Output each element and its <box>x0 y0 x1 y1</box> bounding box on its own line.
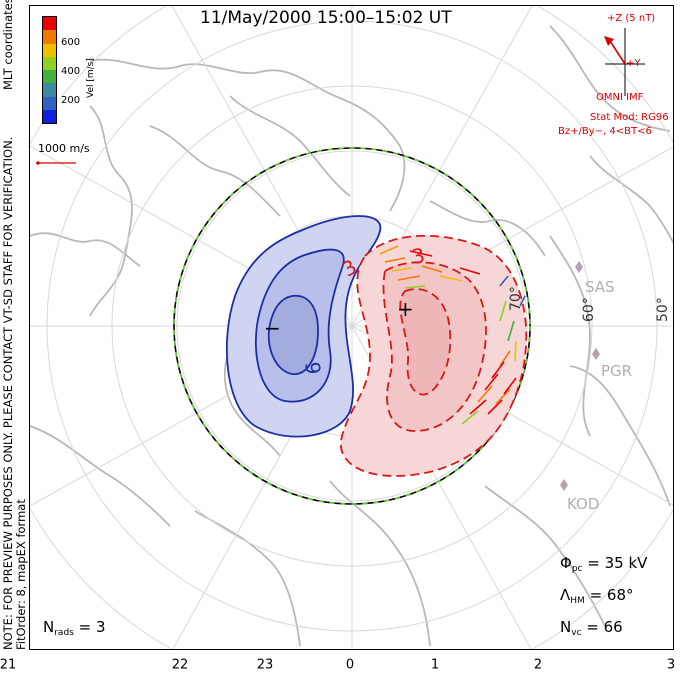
contour-label-neg: 6 <box>300 360 326 376</box>
colorbar-segment <box>43 30 56 44</box>
map-frame: 600 400 200 Vel [m/s] 1000 m/s +Z (5 nT)… <box>29 5 674 650</box>
colorbar-tick: 600 <box>61 37 81 48</box>
mlt-label: 23 <box>256 657 274 673</box>
side-note: NOTE: FOR PREVIEW PURPOSES ONLY. PLEASE … <box>1 137 28 650</box>
side-note-line2: FitOrder: 8, mapEX format <box>14 499 28 650</box>
mlt-label: 0 <box>345 657 355 673</box>
lambda-value: = 68° <box>589 586 634 604</box>
imf-y-label: +Y <box>626 58 641 69</box>
mlt-label: 22 <box>171 657 189 673</box>
mlt-label: 3 <box>666 657 676 673</box>
nrads-stat: Nrads = 3 <box>43 618 106 638</box>
station-label-sas: SAS <box>585 278 615 296</box>
mlt-label: 21 <box>0 657 17 673</box>
imf-dial <box>604 28 645 96</box>
imf-model-line2: Bz+/By−, 4<BT<6 <box>558 126 652 137</box>
station-label-kod: KOD <box>567 495 600 513</box>
colorbar-tick: 400 <box>61 66 81 77</box>
phi-value: = 35 kV <box>587 554 648 572</box>
scale-vector-label: 1000 m/s <box>38 142 90 155</box>
positive-cell <box>339 234 528 477</box>
nvc-symbol: N <box>560 618 572 636</box>
mlt-label: 1 <box>430 657 440 673</box>
nrads-sub: rads <box>54 628 74 638</box>
colorbar-segment <box>43 17 56 31</box>
colorbar-label: Vel [m/s] <box>86 58 96 98</box>
phi-sub: pc <box>571 564 583 574</box>
latitude-label-60: 60° <box>581 297 597 322</box>
lambda-sub: HM <box>570 596 585 606</box>
potential-min-marker: − <box>264 316 281 340</box>
potential-max-marker: + <box>397 297 414 321</box>
imf-z-label: +Z (5 nT) <box>607 13 656 24</box>
phi-symbol: Φ <box>560 554 572 572</box>
imf-model-line1: Stat Mod: RG96 <box>590 112 669 123</box>
colorbar-tick: 200 <box>61 95 81 106</box>
station-label-pgr: PGR <box>601 362 633 380</box>
lambda-hm-stat: ΛHM = 68° <box>560 586 634 606</box>
phi-pc-stat: Φpc = 35 kV <box>560 554 647 574</box>
colorbar-segment <box>43 43 56 57</box>
velocity-vectors <box>379 245 526 425</box>
colorbar-segment <box>43 96 56 110</box>
colorbar-segment <box>43 56 56 70</box>
nvc-stat: Nvc = 66 <box>560 618 623 638</box>
nrads-symbol: N <box>43 618 55 636</box>
imf-source: OMNI IMF <box>596 92 644 103</box>
scale-vector-origin <box>36 161 40 165</box>
nvc-sub: vc <box>571 628 582 638</box>
polar-map <box>30 6 673 649</box>
station-markers <box>560 261 600 491</box>
nrads-value: = 3 <box>78 618 106 636</box>
coord-label: MLT coordinates <box>1 0 15 90</box>
latitude-label-70: 70° <box>508 286 524 311</box>
latitude-label-50: 50° <box>655 297 671 322</box>
plot-title: 11/May/2000 15:00–15:02 UT <box>200 8 452 28</box>
hm-boundary-vectors <box>173 147 531 505</box>
nvc-value: = 66 <box>586 618 623 636</box>
negative-cell <box>225 215 382 438</box>
lambda-symbol: Λ <box>560 586 571 604</box>
colorbar-segment <box>43 83 56 97</box>
colorbar <box>42 16 57 124</box>
colorbar-segment <box>43 70 56 84</box>
mlt-label: 2 <box>533 657 543 673</box>
colorbar-segment <box>43 109 56 123</box>
